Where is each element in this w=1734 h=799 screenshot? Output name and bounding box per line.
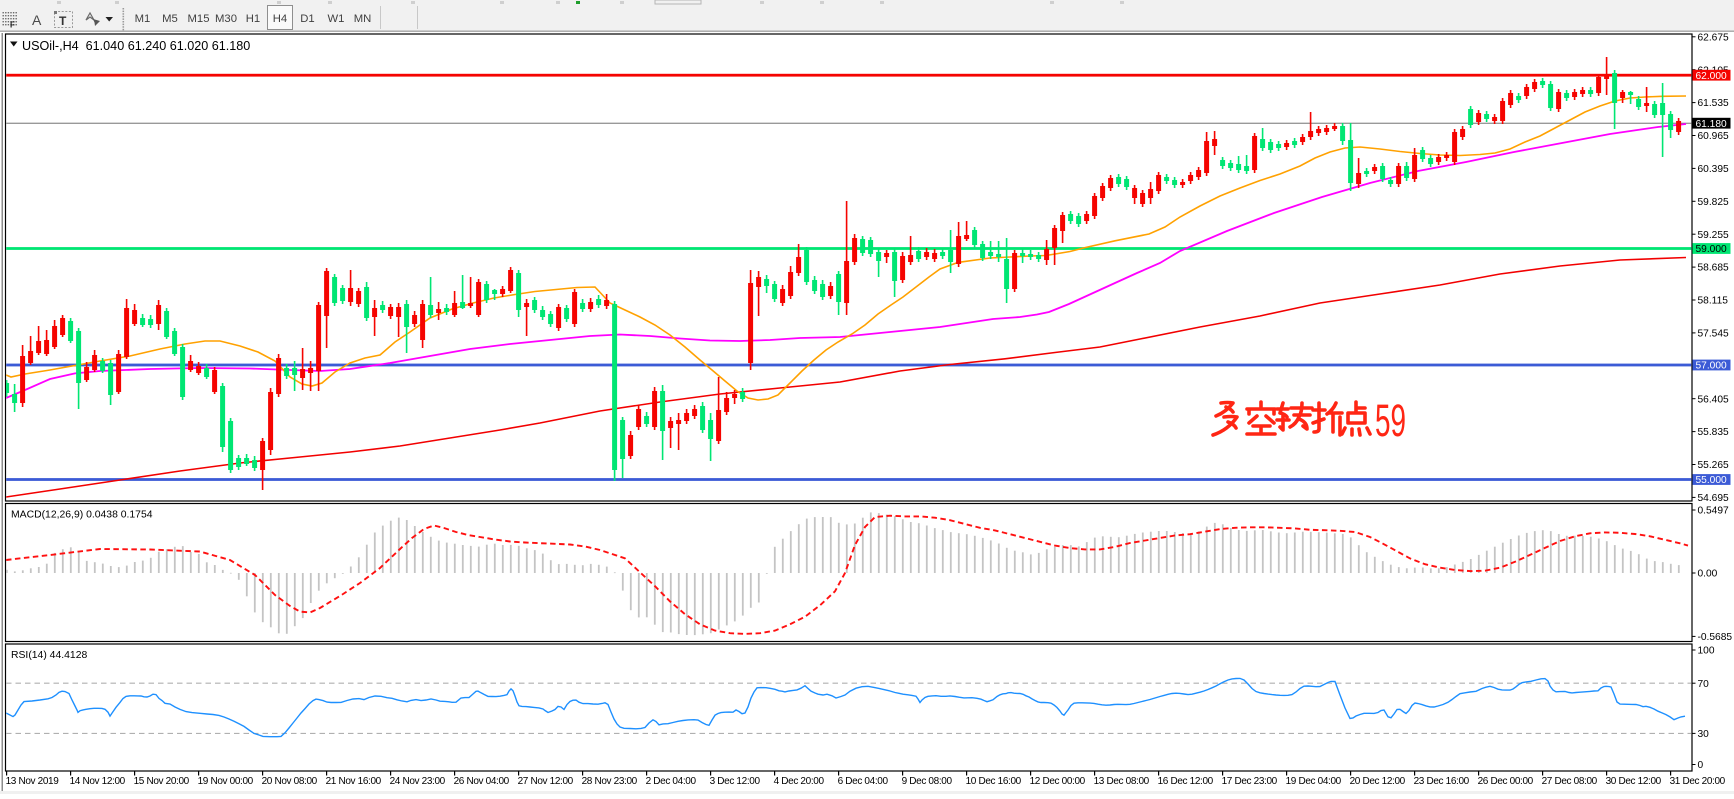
svg-text:H4: H4 bbox=[273, 13, 287, 25]
svg-text:57.000: 57.000 bbox=[1696, 361, 1727, 372]
svg-text:3 Dec 12:00: 3 Dec 12:00 bbox=[710, 776, 761, 787]
svg-text:USOil-,H4 61.040 61.240 61.02: USOil-,H4 61.040 61.240 61.020 61.180 bbox=[22, 39, 250, 53]
svg-text:60.395: 60.395 bbox=[1698, 164, 1729, 175]
svg-text:H1: H1 bbox=[246, 13, 260, 25]
svg-text:27 Nov 12:00: 27 Nov 12:00 bbox=[518, 776, 574, 787]
svg-text:6 Dec 04:00: 6 Dec 04:00 bbox=[838, 776, 889, 787]
svg-text:15 Nov 20:00: 15 Nov 20:00 bbox=[134, 776, 190, 787]
svg-text:30: 30 bbox=[1698, 729, 1710, 740]
svg-text:13 Nov 2019: 13 Nov 2019 bbox=[6, 776, 60, 787]
svg-text:54.695: 54.695 bbox=[1698, 493, 1729, 504]
svg-text:RSI(14) 44.4128: RSI(14) 44.4128 bbox=[11, 650, 87, 661]
svg-text:F: F bbox=[10, 21, 15, 30]
svg-text:17 Dec 23:00: 17 Dec 23:00 bbox=[1222, 776, 1278, 787]
svg-text:MN: MN bbox=[354, 13, 372, 25]
svg-text:0.00: 0.00 bbox=[1698, 569, 1718, 580]
svg-text:60.965: 60.965 bbox=[1698, 131, 1729, 142]
svg-text:61.180: 61.180 bbox=[1696, 119, 1727, 130]
svg-text:58.115: 58.115 bbox=[1698, 296, 1729, 307]
svg-text:23 Dec 16:00: 23 Dec 16:00 bbox=[1414, 776, 1470, 787]
svg-text:58.685: 58.685 bbox=[1698, 263, 1729, 274]
svg-text:59.255: 59.255 bbox=[1698, 230, 1729, 241]
svg-text:19 Dec 04:00: 19 Dec 04:00 bbox=[1286, 776, 1342, 787]
svg-text:27 Dec 08:00: 27 Dec 08:00 bbox=[1542, 776, 1598, 787]
svg-text:4 Dec 20:00: 4 Dec 20:00 bbox=[774, 776, 825, 787]
svg-text:55.265: 55.265 bbox=[1698, 460, 1729, 471]
svg-text:59.825: 59.825 bbox=[1698, 197, 1729, 208]
svg-text:9 Dec 08:00: 9 Dec 08:00 bbox=[902, 776, 953, 787]
svg-text:14 Nov 12:00: 14 Nov 12:00 bbox=[70, 776, 126, 787]
svg-text:31 Dec 20:00: 31 Dec 20:00 bbox=[1670, 776, 1726, 787]
svg-text:0: 0 bbox=[1698, 760, 1704, 771]
svg-text:55.000: 55.000 bbox=[1696, 475, 1727, 486]
svg-text:57.545: 57.545 bbox=[1698, 329, 1729, 340]
svg-text:20 Dec 12:00: 20 Dec 12:00 bbox=[1350, 776, 1406, 787]
svg-text:12 Dec 00:00: 12 Dec 00:00 bbox=[1030, 776, 1086, 787]
svg-text:28 Nov 23:00: 28 Nov 23:00 bbox=[582, 776, 638, 787]
svg-text:19 Nov 00:00: 19 Nov 00:00 bbox=[198, 776, 254, 787]
svg-text:24 Nov 23:00: 24 Nov 23:00 bbox=[390, 776, 446, 787]
svg-text:D1: D1 bbox=[300, 13, 314, 25]
svg-text:T: T bbox=[59, 14, 67, 28]
svg-text:70: 70 bbox=[1698, 679, 1710, 690]
svg-text:59: 59 bbox=[1375, 395, 1406, 446]
svg-text:20 Nov 08:00: 20 Nov 08:00 bbox=[262, 776, 318, 787]
svg-text:13 Dec 08:00: 13 Dec 08:00 bbox=[1094, 776, 1150, 787]
svg-text:30 Dec 12:00: 30 Dec 12:00 bbox=[1606, 776, 1662, 787]
svg-text:62.675: 62.675 bbox=[1698, 32, 1729, 43]
svg-text:0.5497: 0.5497 bbox=[1698, 506, 1729, 517]
svg-text:21 Nov 16:00: 21 Nov 16:00 bbox=[326, 776, 382, 787]
svg-text:55.835: 55.835 bbox=[1698, 427, 1729, 438]
svg-text:62.000: 62.000 bbox=[1696, 71, 1727, 82]
svg-text:W1: W1 bbox=[328, 13, 345, 25]
svg-text:2 Dec 04:00: 2 Dec 04:00 bbox=[646, 776, 697, 787]
svg-text:10 Dec 16:00: 10 Dec 16:00 bbox=[966, 776, 1022, 787]
svg-text:M5: M5 bbox=[162, 13, 178, 25]
svg-text:59.000: 59.000 bbox=[1696, 244, 1727, 255]
svg-text:MACD(12,26,9) 0.0438 0.1754: MACD(12,26,9) 0.0438 0.1754 bbox=[11, 510, 153, 521]
svg-text:M1: M1 bbox=[135, 13, 151, 25]
svg-text:26 Nov 04:00: 26 Nov 04:00 bbox=[454, 776, 510, 787]
svg-text:61.535: 61.535 bbox=[1698, 98, 1729, 109]
svg-text:56.405: 56.405 bbox=[1698, 394, 1729, 405]
svg-text:M15: M15 bbox=[188, 13, 210, 25]
svg-text:M30: M30 bbox=[215, 13, 237, 25]
svg-text:26 Dec 00:00: 26 Dec 00:00 bbox=[1478, 776, 1534, 787]
svg-text:A: A bbox=[32, 12, 42, 28]
svg-text:-0.5685: -0.5685 bbox=[1698, 632, 1733, 643]
svg-text:100: 100 bbox=[1698, 646, 1715, 657]
svg-text:16 Dec 12:00: 16 Dec 12:00 bbox=[1158, 776, 1214, 787]
